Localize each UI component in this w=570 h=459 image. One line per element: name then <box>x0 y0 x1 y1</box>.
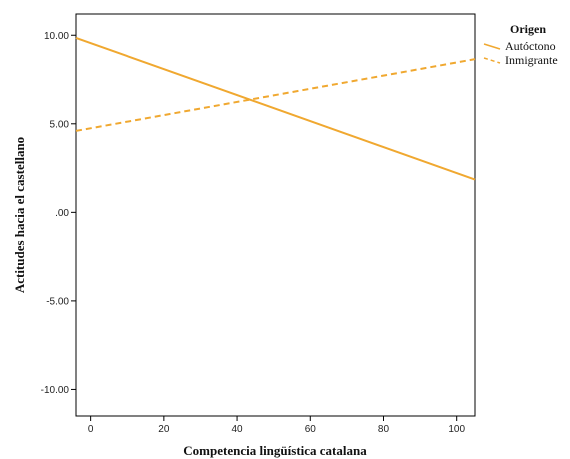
y-tick-label: -10.00 <box>41 385 70 396</box>
y-tick-label: .00 <box>55 208 69 219</box>
y-axis-ticks: 10.00 5.00 .00 -5.00 -10.00 <box>41 31 76 396</box>
x-tick-label: 20 <box>158 424 170 435</box>
legend-title: Origen <box>510 22 546 36</box>
x-tick-label: 100 <box>448 424 465 435</box>
y-tick-label: -5.00 <box>46 296 69 307</box>
x-tick-label: 80 <box>378 424 390 435</box>
x-axis-ticks: 0 20 40 60 80 100 <box>88 416 466 435</box>
legend-label: Inmigrante <box>505 53 558 67</box>
x-axis-title: Competencia lingüística catalana <box>183 443 367 458</box>
y-tick-label: 5.00 <box>50 119 70 130</box>
y-axis-title: Actitudes hacia el castellano <box>12 137 27 293</box>
x-tick-label: 40 <box>232 424 244 435</box>
x-tick-label: 60 <box>305 424 317 435</box>
x-tick-label: 0 <box>88 424 94 435</box>
legend-label: Autóctono <box>505 39 556 53</box>
legend-swatch <box>484 44 500 49</box>
plot-area <box>76 14 475 416</box>
y-tick-label: 10.00 <box>44 31 69 42</box>
legend-swatch <box>484 58 500 63</box>
